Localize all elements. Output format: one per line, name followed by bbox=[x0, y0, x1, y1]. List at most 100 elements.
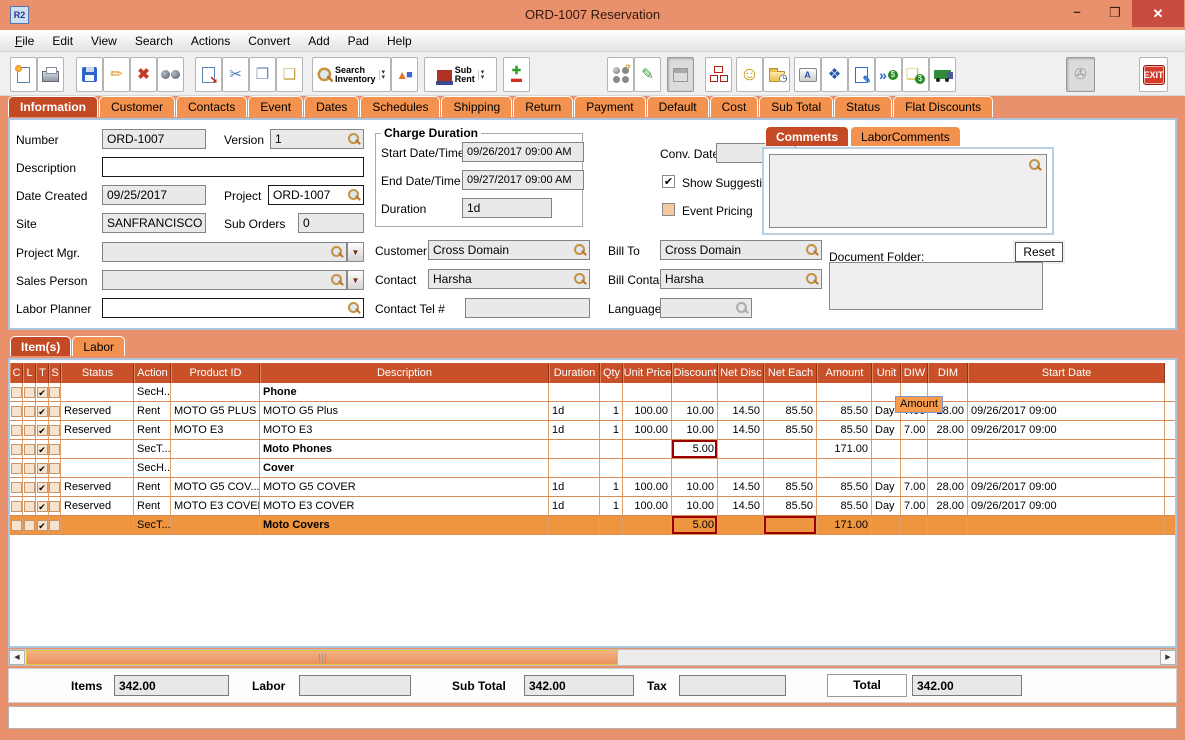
show-suggestions-checkbox[interactable] bbox=[662, 175, 675, 188]
lookup-icon[interactable] bbox=[347, 132, 361, 146]
cell-l[interactable] bbox=[23, 497, 36, 515]
c-checkbox[interactable] bbox=[10, 500, 22, 512]
t-checkbox[interactable] bbox=[36, 443, 48, 455]
tab-contacts[interactable]: Contacts bbox=[176, 96, 248, 117]
scrollbar-thumb[interactable] bbox=[26, 650, 618, 665]
scroll-left-icon[interactable] bbox=[9, 650, 25, 665]
cell-c[interactable] bbox=[10, 459, 23, 477]
customer-button[interactable]: ☺ bbox=[736, 57, 763, 92]
column-header-diw[interactable]: DIW bbox=[901, 363, 928, 383]
column-header-discount[interactable]: Discount bbox=[672, 363, 718, 383]
exit-button[interactable]: EXIT bbox=[1139, 57, 1168, 92]
column-header-net_disc[interactable]: Net Disc bbox=[718, 363, 764, 383]
t-checkbox[interactable] bbox=[36, 424, 48, 436]
end-datetime-field[interactable]: 09/27/2017 09:00 AM bbox=[462, 170, 584, 190]
lookup-icon[interactable] bbox=[805, 272, 819, 286]
event-pricing-checkbox[interactable] bbox=[662, 203, 675, 216]
bill-to-field[interactable]: Cross Domain bbox=[660, 240, 822, 260]
l-checkbox[interactable] bbox=[23, 386, 35, 398]
column-header-product_id[interactable]: Product ID bbox=[171, 363, 260, 383]
project-field[interactable]: ORD-1007 bbox=[268, 185, 364, 205]
s-checkbox[interactable] bbox=[49, 500, 60, 512]
language-field[interactable] bbox=[660, 298, 752, 318]
cell-l[interactable] bbox=[23, 402, 36, 420]
s-checkbox[interactable] bbox=[49, 443, 60, 455]
cell-s[interactable] bbox=[49, 402, 61, 420]
t-checkbox[interactable] bbox=[36, 405, 48, 417]
column-header-start_date[interactable]: Start Date bbox=[968, 363, 1165, 383]
cell-s[interactable] bbox=[49, 516, 61, 534]
tab-shipping[interactable]: Shipping bbox=[441, 96, 513, 117]
cell-c[interactable] bbox=[10, 383, 23, 401]
export-document-button[interactable]: ➘ bbox=[195, 57, 222, 92]
menu-convert[interactable]: Convert bbox=[248, 33, 291, 48]
tab-status[interactable]: Status bbox=[834, 96, 893, 117]
lookup-icon[interactable] bbox=[1028, 158, 1042, 172]
new-document-button[interactable] bbox=[10, 57, 37, 92]
convert-invoice-button[interactable]: » $ bbox=[875, 57, 902, 92]
maximize-icon[interactable] bbox=[1100, 0, 1130, 27]
c-checkbox[interactable] bbox=[10, 443, 22, 455]
column-header-t[interactable]: T bbox=[36, 363, 49, 383]
table-row[interactable]: SecT... Moto Phones 5.00 171.00 bbox=[10, 440, 1175, 459]
tab-customer[interactable]: Customer bbox=[99, 96, 176, 117]
tab-sub-total[interactable]: Sub Total bbox=[759, 96, 834, 117]
tab-information[interactable]: Information bbox=[8, 96, 98, 117]
org-chart-button[interactable] bbox=[705, 57, 732, 92]
l-checkbox[interactable] bbox=[23, 424, 35, 436]
date-created-field[interactable]: 09/25/2017 bbox=[102, 185, 206, 205]
c-checkbox[interactable] bbox=[10, 424, 22, 436]
t-checkbox[interactable] bbox=[36, 500, 48, 512]
start-datetime-field[interactable]: 09/26/2017 09:00 AM bbox=[462, 142, 584, 162]
c-checkbox[interactable] bbox=[10, 386, 22, 398]
cell-c[interactable] bbox=[10, 421, 23, 439]
column-header-description[interactable]: Description bbox=[260, 363, 549, 383]
tab-item-s-[interactable]: Item(s) bbox=[10, 336, 72, 356]
bill-contact-field[interactable]: Harsha bbox=[660, 269, 822, 289]
paste-button[interactable]: ❑ bbox=[276, 57, 303, 92]
t-checkbox[interactable] bbox=[36, 462, 48, 474]
minimize-icon[interactable] bbox=[1062, 0, 1092, 27]
chevron-down-icon[interactable] bbox=[477, 69, 485, 80]
find-button[interactable] bbox=[157, 57, 184, 92]
lookup-icon[interactable] bbox=[330, 245, 344, 259]
s-checkbox[interactable] bbox=[49, 424, 60, 436]
column-header-qty[interactable]: Qty bbox=[600, 363, 623, 383]
scroll-right-icon[interactable] bbox=[1160, 650, 1176, 665]
column-header-l[interactable]: L bbox=[23, 363, 36, 383]
menu-pad[interactable]: Pad bbox=[347, 33, 369, 48]
cell-t[interactable] bbox=[36, 421, 49, 439]
notes-button[interactable]: ✎ bbox=[634, 57, 661, 92]
kit-button[interactable]: ❖ bbox=[821, 57, 848, 92]
t-checkbox[interactable] bbox=[36, 386, 48, 398]
cell-t[interactable] bbox=[36, 516, 49, 534]
column-header-unit[interactable]: Unit bbox=[872, 363, 901, 383]
t-checkbox[interactable] bbox=[36, 519, 48, 531]
menu-actions[interactable]: Actions bbox=[190, 33, 231, 48]
s-checkbox[interactable] bbox=[49, 519, 60, 531]
add-remove-button[interactable]: ✚ ▬ bbox=[503, 57, 530, 92]
tab-default[interactable]: Default bbox=[646, 96, 709, 117]
cut-button[interactable]: ✂ bbox=[222, 57, 249, 92]
tab-laborcomments[interactable]: LaborComments bbox=[850, 126, 961, 146]
assemblies-button[interactable]: ▲ ■ bbox=[391, 57, 418, 92]
cell-t[interactable] bbox=[36, 402, 49, 420]
cell-s[interactable] bbox=[49, 440, 61, 458]
l-checkbox[interactable] bbox=[23, 500, 35, 512]
tab-labor[interactable]: Labor bbox=[72, 336, 126, 356]
column-header-s[interactable]: S bbox=[49, 363, 61, 383]
cell-t[interactable] bbox=[36, 459, 49, 477]
column-header-duration[interactable]: Duration bbox=[549, 363, 600, 383]
lookup-icon[interactable] bbox=[330, 273, 344, 287]
cell-c[interactable] bbox=[10, 516, 23, 534]
c-checkbox[interactable] bbox=[10, 462, 22, 474]
site-field[interactable]: SANFRANCISCO bbox=[102, 213, 206, 233]
cell-s[interactable] bbox=[49, 497, 61, 515]
column-header-c[interactable]: C bbox=[10, 363, 23, 383]
delete-button[interactable]: ✖ bbox=[130, 57, 157, 92]
l-checkbox[interactable] bbox=[23, 462, 35, 474]
lookup-icon[interactable] bbox=[573, 272, 587, 286]
lookup-icon[interactable] bbox=[347, 301, 361, 315]
